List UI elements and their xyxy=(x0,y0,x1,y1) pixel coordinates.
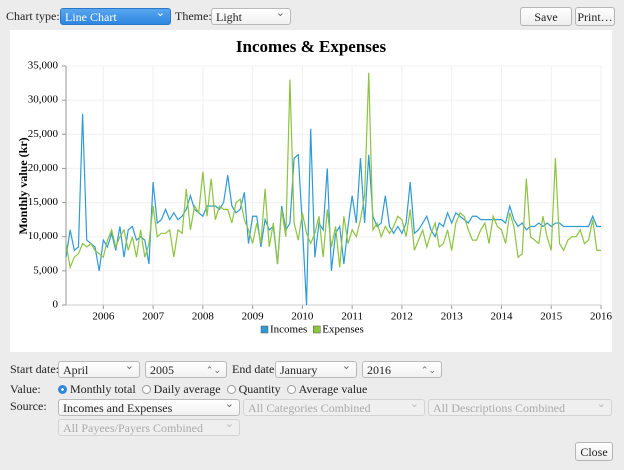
chart: Incomes & Expenses Monthly value (kr) 0 5… xyxy=(10,30,612,352)
close-button[interactable]: Close xyxy=(575,442,613,461)
x-tick-label: 2007 xyxy=(142,311,165,323)
label: Chart type: xyxy=(6,9,60,23)
x-tick-label: 2016 xyxy=(590,311,612,323)
x-tick-label: 2013 xyxy=(441,311,464,323)
y-tick-label: 35,000 xyxy=(28,60,59,72)
chart-title: Incomes & Expenses xyxy=(236,37,387,56)
legend-swatch xyxy=(313,325,321,334)
descriptions-select: All Descriptions Combined xyxy=(428,396,612,416)
theme-select[interactable]: Light xyxy=(211,5,291,25)
radio[interactable]: Quantity xyxy=(226,382,281,397)
x-tick-label: 2009 xyxy=(242,311,265,323)
x-tick-label: 2008 xyxy=(192,311,215,323)
radio[interactable]: Average value xyxy=(286,382,368,397)
series-line xyxy=(65,72,601,270)
y-tick-label: 20,000 xyxy=(28,162,59,174)
print-button[interactable]: Print… xyxy=(575,7,615,26)
label: Value: xyxy=(10,382,41,396)
legend-label: Expenses xyxy=(322,324,364,336)
end-year-spinner[interactable]: 2016 xyxy=(362,361,442,379)
source-select[interactable]: Incomes and Expenses xyxy=(58,396,240,416)
label: Source: xyxy=(10,399,47,413)
chart-type-select[interactable]: Line Chart xyxy=(60,5,171,25)
x-tick-label: 2010 xyxy=(291,311,314,323)
start-year-spinner[interactable]: 2005 xyxy=(145,361,227,379)
radio-label: Quantity xyxy=(238,382,281,396)
radio[interactable]: Monthly total xyxy=(58,382,136,397)
y-tick-label: 10,000 xyxy=(28,230,59,242)
chart-background xyxy=(10,30,612,352)
y-tick-label: 0 xyxy=(53,299,59,311)
save-as-button[interactable]: Save As… xyxy=(520,7,572,43)
start-month-select[interactable]: April xyxy=(58,358,140,378)
legend-label: Incomes xyxy=(270,324,307,336)
y-tick-label: 15,000 xyxy=(28,196,59,208)
x-tick-label: 2006 xyxy=(92,311,115,323)
radio-label: Average value xyxy=(298,382,368,396)
y-tick-label: 25,000 xyxy=(28,128,59,140)
radio-label: Daily average xyxy=(153,382,221,396)
label: Start date: xyxy=(10,362,59,376)
categories-select: All Categories Combined xyxy=(243,396,425,416)
radio[interactable]: Daily average xyxy=(141,382,221,397)
y-tick-label: 5,000 xyxy=(33,264,58,276)
value-radio-group: Monthly total Daily average Quantity Averag… xyxy=(58,382,373,397)
label: Theme: xyxy=(175,9,212,23)
x-tick-label: 2014 xyxy=(490,311,513,323)
y-tick-label: 30,000 xyxy=(28,94,59,106)
x-tick-label: 2015 xyxy=(540,311,563,323)
series-line xyxy=(65,113,601,306)
label: End date: xyxy=(232,362,278,376)
radio-label: Monthly total xyxy=(70,382,136,396)
end-month-select[interactable]: January xyxy=(275,358,357,378)
x-tick-label: 2012 xyxy=(391,311,413,323)
legend-swatch xyxy=(260,325,269,334)
x-tick-label: 2011 xyxy=(341,311,363,323)
y-axis-label: Monthly value (kr) xyxy=(16,137,30,234)
payees-select: All Payees/Payers Combined xyxy=(58,416,240,436)
